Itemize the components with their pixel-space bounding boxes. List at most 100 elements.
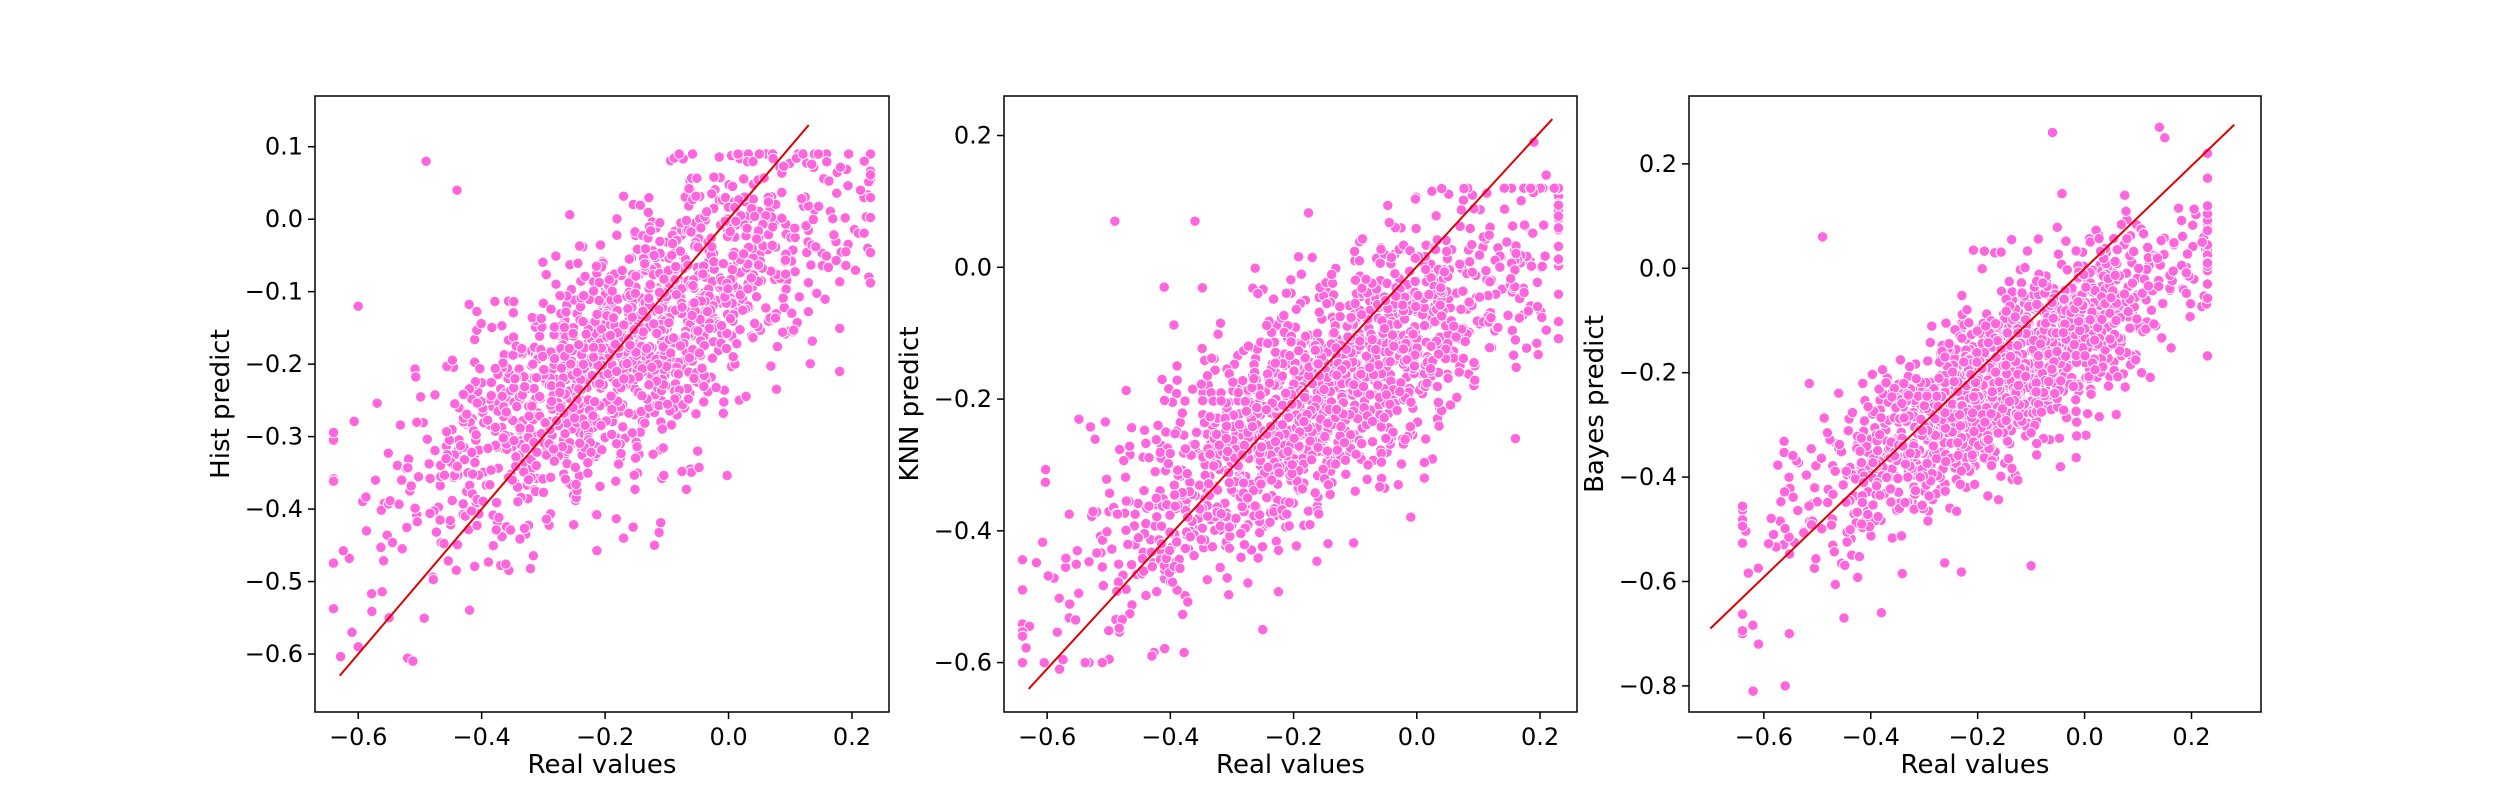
scatter-point	[854, 184, 867, 196]
scatter-point	[590, 260, 603, 272]
scatter-point	[1328, 327, 1340, 339]
scatter-point	[348, 415, 360, 428]
scatter-point	[382, 447, 394, 459]
scatter-point	[1166, 576, 1179, 588]
scatter-point	[1874, 429, 1886, 441]
scatter-point	[2072, 296, 2084, 308]
scatter-point	[1223, 542, 1236, 554]
scatter-point	[438, 537, 450, 550]
scatter-point	[1204, 448, 1216, 460]
scatter-point	[1060, 552, 1072, 564]
scatter-point	[1539, 250, 1551, 262]
scatter-point	[1374, 481, 1386, 493]
scatter-point	[1904, 360, 1916, 373]
scatter-point	[577, 315, 589, 328]
scatter-point	[2070, 451, 2082, 464]
scatter-point	[596, 444, 608, 456]
scatter-point	[1409, 275, 1421, 288]
scatter-point	[412, 471, 425, 483]
scatter-point	[2071, 430, 2083, 442]
scatter-point	[2131, 313, 2143, 325]
scatter-point	[726, 263, 739, 276]
scatter-point	[1466, 239, 1478, 251]
subplot-knn: −0.6 −0.4 −0.2 0.0 0.2 −0.6−0.4−0.20.00.2 Re…	[895, 95, 1578, 780]
scatter-point	[802, 306, 815, 318]
scatter-point	[471, 305, 483, 318]
scatter-point	[722, 283, 734, 295]
scatter-point	[623, 407, 635, 419]
scatter-point	[2201, 200, 2214, 212]
scatter-point	[1485, 312, 1497, 324]
scatter-point	[2003, 275, 2015, 288]
scatter-point	[514, 422, 526, 434]
scatter-point	[371, 397, 383, 409]
scatter-point	[1410, 222, 1422, 235]
scatter-point	[1480, 265, 1492, 277]
scatter-point	[821, 156, 833, 168]
scatter-point	[1955, 566, 1968, 578]
scatter-point	[706, 352, 719, 364]
scatter-point	[1407, 328, 1419, 340]
scatter-point	[508, 434, 520, 447]
scatter-point	[1963, 317, 1975, 329]
scatter-point	[1922, 355, 1934, 367]
scatter-point	[1839, 559, 1851, 572]
scatter-point	[524, 562, 537, 575]
scatter-point	[1898, 377, 1910, 390]
y-tick-label: −0.2	[934, 385, 992, 413]
scatter-point	[1953, 409, 1966, 421]
scatter-point	[1366, 436, 1379, 448]
scatter-point	[1552, 199, 1565, 211]
scatter-point	[1239, 395, 1251, 408]
scatter-point	[1552, 222, 1565, 234]
scatter-point	[1096, 656, 1108, 669]
scatter-point	[1322, 479, 1335, 491]
scatter-point	[1356, 308, 1368, 321]
scatter-point	[2046, 363, 2058, 375]
scatter-point	[819, 293, 831, 305]
scatter-point	[1432, 348, 1445, 360]
scatter-point	[540, 513, 553, 525]
scatter-point	[346, 626, 358, 638]
scatter-point	[779, 254, 792, 266]
scatter-point	[1463, 296, 1475, 308]
scatter-point	[1736, 520, 1749, 532]
x-axis-label-knn: Real values	[1216, 750, 1365, 780]
scatter-point	[1871, 445, 1884, 457]
scatter-point	[1174, 562, 1186, 575]
scatter-point	[1302, 505, 1315, 517]
scatter-point	[692, 241, 704, 253]
scatter-point	[778, 160, 790, 172]
scatter-point	[1450, 331, 1462, 343]
scatter-point	[1242, 340, 1255, 352]
scatter-point	[1921, 457, 1933, 470]
scatter-point	[657, 341, 669, 353]
scatter-point	[2184, 311, 2196, 323]
scatter-point	[343, 552, 355, 565]
scatter-point	[1222, 445, 1234, 458]
scatter-point	[603, 274, 615, 286]
scatter-point	[1420, 433, 1432, 445]
scatter-point	[2105, 292, 2117, 304]
scatter-point	[1892, 472, 1904, 485]
scatter-point	[2120, 205, 2132, 217]
scatter-point	[1881, 471, 1893, 484]
scatter-point	[629, 483, 641, 496]
scatter-point	[1383, 216, 1395, 229]
scatter-point	[1089, 433, 1101, 445]
scatter-point	[1176, 407, 1189, 419]
y-tick-label: −0.2	[1619, 359, 1677, 387]
scatter-point	[663, 317, 675, 329]
scatter-point	[2176, 230, 2189, 243]
scatter-point	[530, 459, 542, 472]
scatter-point	[1272, 544, 1285, 557]
x-tick-label: 0.0	[2066, 723, 2104, 751]
scatter-point	[1382, 199, 1394, 212]
scatter-point	[334, 650, 347, 663]
scatter-point	[1527, 227, 1539, 239]
scatter-point	[1880, 377, 1892, 389]
scatter-point	[1385, 251, 1398, 264]
scatter-point	[526, 400, 538, 412]
scatter-point	[697, 268, 709, 280]
scatter-point	[1899, 458, 1912, 470]
